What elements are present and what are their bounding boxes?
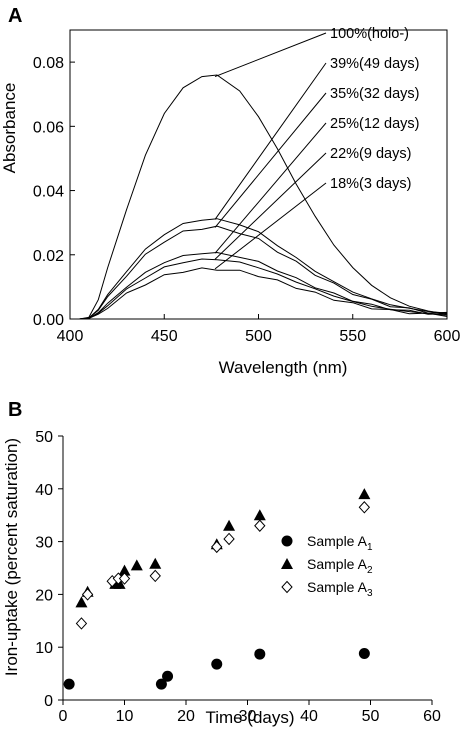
panel-a-y-tick-label: 0.00: [33, 312, 64, 329]
panel-b-points: [63, 488, 371, 690]
panel-b-x-axis-title: Time (days): [205, 708, 294, 727]
panel-b-point: [155, 678, 167, 690]
panel-b-x-tick-label: 60: [423, 708, 441, 725]
panel-b-point: [254, 519, 266, 533]
panel-a-series: [70, 74, 448, 320]
panel-a-x-tick-label: 600: [434, 328, 461, 345]
panel-b-y-tick-label: 10: [35, 640, 53, 657]
panel-b-legend-label: Sample A1: [307, 533, 373, 553]
panel-b-point: [358, 488, 371, 500]
panel-b-legend-label: Sample A3: [307, 579, 373, 599]
panel-a-x-tick-label: 450: [151, 328, 178, 345]
panel-b-x-tick-label: 50: [362, 708, 380, 725]
panel-a-series-line: [70, 218, 448, 320]
panel-a-axes: 400 450 500 550 600 0.00 0.02 0.04 0.06 0.08: [33, 29, 461, 345]
panel-b-x-tick-label: 20: [177, 708, 195, 725]
panel-a-x-axis-title: Wavelength (nm): [219, 358, 348, 377]
panel-a-annotation-leader: [214, 92, 327, 228]
panel-b-y-tick-label: 0: [44, 693, 53, 710]
panel-b-point: [358, 501, 371, 514]
panel-b-y-tick-label: 40: [35, 482, 53, 499]
panel-a-x-tick-label: 550: [339, 328, 366, 345]
panel-b-point: [118, 564, 131, 576]
panel-b-x-tick-label: 10: [116, 708, 134, 725]
panel-b-point: [162, 670, 174, 682]
panel-b-x-tick-label: 30: [239, 708, 257, 725]
panel-a: A 400 450 500 550 600 0.00 0.02 0.04 0.06 0.08 10…: [0, 5, 460, 377]
panel-a-y-tick-label: 0.06: [33, 119, 64, 136]
panel-a-annotation-label: 25%(12 days): [330, 116, 419, 132]
panel-b-point: [75, 596, 88, 608]
panel-b-legend: Sample A1 Sample A2 Sample A3: [281, 533, 373, 599]
panel-b-x-tick-label: 40: [300, 708, 318, 725]
panel-b-legend-subscript: 3: [367, 588, 373, 599]
panel-a-annotation-label: 35%(32 days): [330, 86, 419, 102]
panel-a-annotation-label: 18%(3 days): [330, 176, 411, 192]
panel-a-series-line: [70, 251, 448, 320]
panel-b-legend-subscript: 1: [367, 542, 373, 553]
panel-b-legend-label: Sample A2: [307, 556, 373, 576]
panel-b-legend-marker: [281, 580, 293, 594]
panel-b-point: [223, 532, 235, 546]
panel-a-annotation-label: 22%(9 days): [330, 146, 411, 162]
panel-a-annotation-leader: [214, 152, 327, 260]
panel-b-legend-marker: [281, 535, 293, 547]
panel-b-x-tick-label: 0: [59, 708, 68, 725]
panel-a-series-line: [70, 225, 448, 320]
panel-b-y-tick-label: 50: [35, 429, 53, 446]
panel-a-letter: A: [8, 5, 22, 27]
panel-a-annotation-leader: [214, 182, 327, 270]
panel-b-point: [149, 569, 161, 583]
panel-b-y-tick-label: 20: [35, 587, 53, 604]
panel-a-annotation-leader: [214, 122, 327, 254]
panel-a-annotation-leader: [214, 32, 327, 78]
panel-a-annotation-label: 100%(holo-): [330, 26, 409, 42]
panel-a-y-axis-title: Absorbance: [0, 83, 19, 174]
panel-b-point: [223, 519, 236, 531]
panel-b-point: [81, 588, 94, 601]
panel-a-series-line: [70, 258, 448, 320]
panel-b-point: [118, 572, 131, 585]
panel-b-point: [130, 559, 143, 571]
panel-b-point: [254, 648, 266, 660]
panel-a-y-tick-label: 0.04: [33, 184, 64, 201]
panel-b-legend-subscript: 2: [367, 565, 373, 576]
panel-b-letter: B: [8, 399, 22, 421]
panel-b-point: [253, 509, 266, 521]
panel-a-series-line: [70, 267, 448, 320]
panel-a-series-line: [70, 74, 448, 320]
panel-b-point: [75, 617, 88, 630]
panel-b-point: [211, 540, 223, 554]
panel-b-y-axis-title: Iron-uptake (percent saturation): [2, 438, 21, 676]
panel-a-y-tick-label: 0.02: [33, 248, 64, 265]
panel-a-y-tick-label: 0.08: [33, 55, 64, 72]
panel-b-point: [358, 648, 370, 660]
panel-b-point: [149, 557, 162, 569]
panel-a-x-tick-label: 400: [57, 328, 84, 345]
panel-a-annotation-leader: [214, 62, 327, 220]
panel-a-x-tick-label: 500: [245, 328, 272, 345]
panel-a-annotations: 100%(holo-) 39%(49 days) 35%(32 days) 25%(1…: [214, 26, 419, 270]
panel-b-legend-marker: [281, 558, 293, 569]
panel-b-point: [211, 658, 223, 670]
panel-a-annotation-label: 39%(49 days): [330, 56, 419, 72]
panel-b-y-tick-label: 30: [35, 535, 53, 552]
panel-b-point: [63, 678, 75, 690]
panel-b-axes: 0 10 20 30 40 50 60 0 10 20 30 40 50: [35, 429, 441, 725]
